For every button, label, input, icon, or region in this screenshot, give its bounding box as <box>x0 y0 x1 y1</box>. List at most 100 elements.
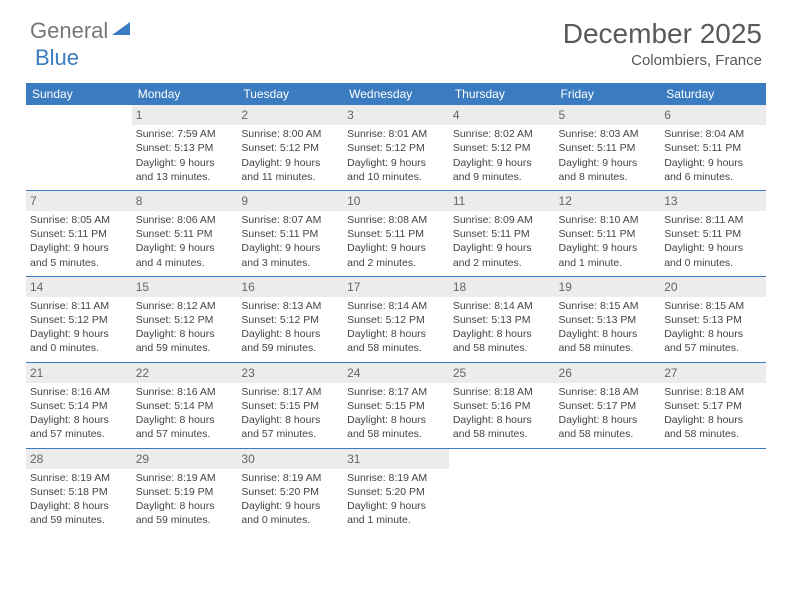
day-info: Sunrise: 8:07 AMSunset: 5:11 PMDaylight:… <box>241 213 339 270</box>
day-number: 16 <box>237 277 343 297</box>
calendar-cell: 14Sunrise: 8:11 AMSunset: 5:12 PMDayligh… <box>26 276 132 362</box>
day-info: Sunrise: 8:01 AMSunset: 5:12 PMDaylight:… <box>347 127 445 184</box>
day-number: 3 <box>343 105 449 125</box>
day-number: 22 <box>132 363 238 383</box>
calendar-cell <box>660 448 766 533</box>
logo-triangle-icon <box>112 20 130 43</box>
calendar-cell: 7Sunrise: 8:05 AMSunset: 5:11 PMDaylight… <box>26 190 132 276</box>
calendar-cell: 10Sunrise: 8:08 AMSunset: 5:11 PMDayligh… <box>343 190 449 276</box>
calendar-cell: 13Sunrise: 8:11 AMSunset: 5:11 PMDayligh… <box>660 190 766 276</box>
day-info: Sunrise: 8:13 AMSunset: 5:12 PMDaylight:… <box>241 299 339 356</box>
day-info: Sunrise: 8:09 AMSunset: 5:11 PMDaylight:… <box>453 213 551 270</box>
day-info: Sunrise: 8:17 AMSunset: 5:15 PMDaylight:… <box>241 385 339 442</box>
day-info: Sunrise: 8:08 AMSunset: 5:11 PMDaylight:… <box>347 213 445 270</box>
calendar-cell: 3Sunrise: 8:01 AMSunset: 5:12 PMDaylight… <box>343 105 449 190</box>
day-info: Sunrise: 8:00 AMSunset: 5:12 PMDaylight:… <box>241 127 339 184</box>
day-info: Sunrise: 8:05 AMSunset: 5:11 PMDaylight:… <box>30 213 128 270</box>
day-info: Sunrise: 8:19 AMSunset: 5:18 PMDaylight:… <box>30 471 128 528</box>
calendar-cell: 29Sunrise: 8:19 AMSunset: 5:19 PMDayligh… <box>132 448 238 533</box>
day-info: Sunrise: 8:14 AMSunset: 5:13 PMDaylight:… <box>453 299 551 356</box>
location-label: Colombiers, France <box>563 52 762 69</box>
day-number: 17 <box>343 277 449 297</box>
day-number: 30 <box>237 449 343 469</box>
day-info: Sunrise: 8:18 AMSunset: 5:16 PMDaylight:… <box>453 385 551 442</box>
calendar-cell: 22Sunrise: 8:16 AMSunset: 5:14 PMDayligh… <box>132 362 238 448</box>
day-number: 21 <box>26 363 132 383</box>
calendar-cell <box>555 448 661 533</box>
logo-text-general: General <box>30 18 108 44</box>
day-number: 11 <box>449 191 555 211</box>
day-header: Monday <box>132 83 238 105</box>
day-number: 10 <box>343 191 449 211</box>
calendar-cell: 12Sunrise: 8:10 AMSunset: 5:11 PMDayligh… <box>555 190 661 276</box>
calendar-cell: 26Sunrise: 8:18 AMSunset: 5:17 PMDayligh… <box>555 362 661 448</box>
calendar-cell <box>26 105 132 190</box>
day-info: Sunrise: 8:18 AMSunset: 5:17 PMDaylight:… <box>559 385 657 442</box>
day-header: Tuesday <box>237 83 343 105</box>
calendar-cell: 30Sunrise: 8:19 AMSunset: 5:20 PMDayligh… <box>237 448 343 533</box>
calendar-cell: 28Sunrise: 8:19 AMSunset: 5:18 PMDayligh… <box>26 448 132 533</box>
calendar-cell: 8Sunrise: 8:06 AMSunset: 5:11 PMDaylight… <box>132 190 238 276</box>
day-number: 28 <box>26 449 132 469</box>
day-info: Sunrise: 8:16 AMSunset: 5:14 PMDaylight:… <box>136 385 234 442</box>
calendar-cell: 4Sunrise: 8:02 AMSunset: 5:12 PMDaylight… <box>449 105 555 190</box>
day-number: 5 <box>555 105 661 125</box>
day-info: Sunrise: 8:17 AMSunset: 5:15 PMDaylight:… <box>347 385 445 442</box>
calendar-cell: 18Sunrise: 8:14 AMSunset: 5:13 PMDayligh… <box>449 276 555 362</box>
day-number: 18 <box>449 277 555 297</box>
day-info: Sunrise: 8:11 AMSunset: 5:11 PMDaylight:… <box>664 213 762 270</box>
day-number: 6 <box>660 105 766 125</box>
day-number: 25 <box>449 363 555 383</box>
calendar-cell: 5Sunrise: 8:03 AMSunset: 5:11 PMDaylight… <box>555 105 661 190</box>
day-number: 9 <box>237 191 343 211</box>
calendar-cell: 11Sunrise: 8:09 AMSunset: 5:11 PMDayligh… <box>449 190 555 276</box>
day-info: Sunrise: 8:19 AMSunset: 5:19 PMDaylight:… <box>136 471 234 528</box>
calendar-cell: 23Sunrise: 8:17 AMSunset: 5:15 PMDayligh… <box>237 362 343 448</box>
logo-text-blue: Blue <box>35 45 79 71</box>
calendar-cell: 17Sunrise: 8:14 AMSunset: 5:12 PMDayligh… <box>343 276 449 362</box>
day-info: Sunrise: 8:03 AMSunset: 5:11 PMDaylight:… <box>559 127 657 184</box>
day-number: 31 <box>343 449 449 469</box>
day-header: Saturday <box>660 83 766 105</box>
calendar-cell: 24Sunrise: 8:17 AMSunset: 5:15 PMDayligh… <box>343 362 449 448</box>
day-info: Sunrise: 8:06 AMSunset: 5:11 PMDaylight:… <box>136 213 234 270</box>
day-number: 24 <box>343 363 449 383</box>
calendar-cell: 9Sunrise: 8:07 AMSunset: 5:11 PMDaylight… <box>237 190 343 276</box>
day-info: Sunrise: 8:19 AMSunset: 5:20 PMDaylight:… <box>241 471 339 528</box>
logo: General <box>30 18 132 44</box>
day-number: 29 <box>132 449 238 469</box>
calendar-cell: 27Sunrise: 8:18 AMSunset: 5:17 PMDayligh… <box>660 362 766 448</box>
day-number: 7 <box>26 191 132 211</box>
calendar-cell: 16Sunrise: 8:13 AMSunset: 5:12 PMDayligh… <box>237 276 343 362</box>
calendar-cell: 20Sunrise: 8:15 AMSunset: 5:13 PMDayligh… <box>660 276 766 362</box>
day-info: Sunrise: 8:19 AMSunset: 5:20 PMDaylight:… <box>347 471 445 528</box>
calendar-cell: 6Sunrise: 8:04 AMSunset: 5:11 PMDaylight… <box>660 105 766 190</box>
day-info: Sunrise: 8:11 AMSunset: 5:12 PMDaylight:… <box>30 299 128 356</box>
day-number: 26 <box>555 363 661 383</box>
calendar-cell: 31Sunrise: 8:19 AMSunset: 5:20 PMDayligh… <box>343 448 449 533</box>
day-number: 13 <box>660 191 766 211</box>
day-header: Friday <box>555 83 661 105</box>
page-header: General December 2025 Colombiers, France <box>0 0 792 77</box>
day-info: Sunrise: 8:12 AMSunset: 5:12 PMDaylight:… <box>136 299 234 356</box>
calendar-cell: 1Sunrise: 7:59 AMSunset: 5:13 PMDaylight… <box>132 105 238 190</box>
day-header: Thursday <box>449 83 555 105</box>
day-info: Sunrise: 8:02 AMSunset: 5:12 PMDaylight:… <box>453 127 551 184</box>
day-info: Sunrise: 7:59 AMSunset: 5:13 PMDaylight:… <box>136 127 234 184</box>
day-info: Sunrise: 8:18 AMSunset: 5:17 PMDaylight:… <box>664 385 762 442</box>
day-number: 20 <box>660 277 766 297</box>
month-title: December 2025 <box>563 18 762 50</box>
day-info: Sunrise: 8:10 AMSunset: 5:11 PMDaylight:… <box>559 213 657 270</box>
day-number: 19 <box>555 277 661 297</box>
day-number: 4 <box>449 105 555 125</box>
day-number: 15 <box>132 277 238 297</box>
day-info: Sunrise: 8:14 AMSunset: 5:12 PMDaylight:… <box>347 299 445 356</box>
day-info: Sunrise: 8:16 AMSunset: 5:14 PMDaylight:… <box>30 385 128 442</box>
calendar-cell: 25Sunrise: 8:18 AMSunset: 5:16 PMDayligh… <box>449 362 555 448</box>
day-info: Sunrise: 8:04 AMSunset: 5:11 PMDaylight:… <box>664 127 762 184</box>
day-number: 2 <box>237 105 343 125</box>
day-number: 27 <box>660 363 766 383</box>
calendar-cell: 21Sunrise: 8:16 AMSunset: 5:14 PMDayligh… <box>26 362 132 448</box>
calendar-cell: 19Sunrise: 8:15 AMSunset: 5:13 PMDayligh… <box>555 276 661 362</box>
calendar-cell: 2Sunrise: 8:00 AMSunset: 5:12 PMDaylight… <box>237 105 343 190</box>
